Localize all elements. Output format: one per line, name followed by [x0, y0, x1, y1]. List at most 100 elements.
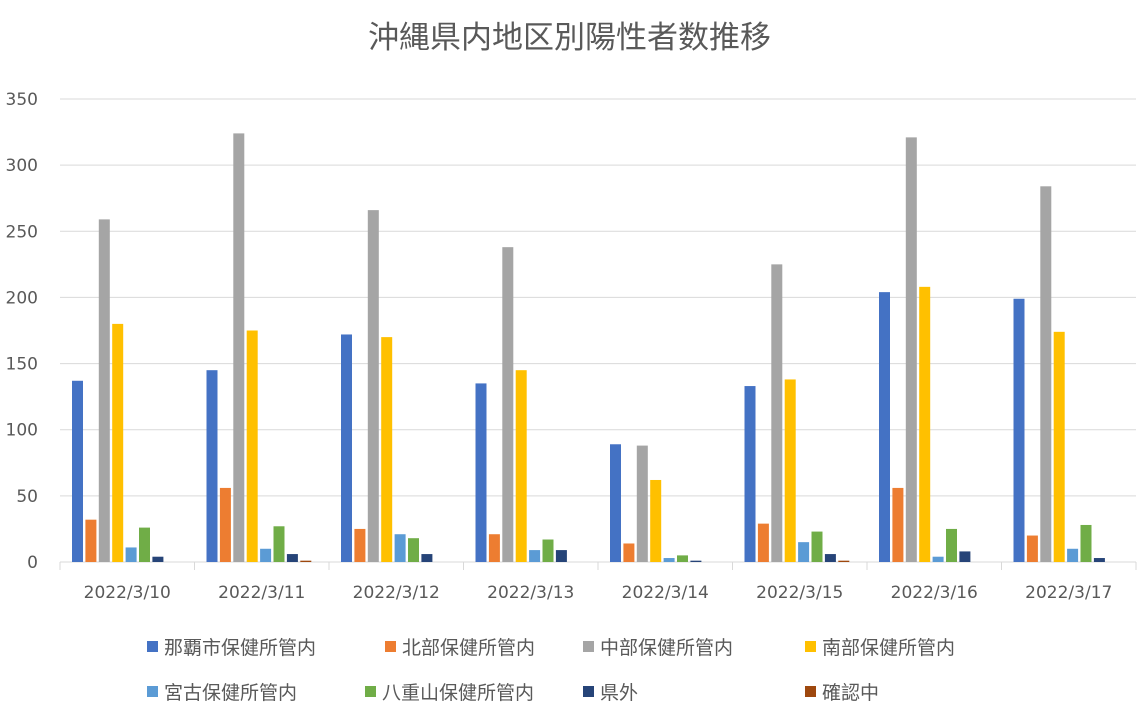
x-tick-label: 2022/3/11: [218, 583, 305, 603]
y-tick-label: 350: [6, 90, 38, 110]
bar: [502, 247, 514, 562]
legend-label: 北部保健所管内: [402, 637, 536, 659]
bar: [1067, 548, 1079, 562]
bar: [206, 370, 218, 562]
bar: [475, 383, 487, 562]
bar: [838, 560, 850, 562]
legend-label: 中部保健所管内: [600, 637, 734, 659]
legend-swatch: [365, 686, 376, 697]
bar: [286, 554, 298, 562]
bar: [394, 534, 406, 562]
bar: [650, 479, 662, 562]
legend-item: 中部保健所管内: [583, 633, 733, 660]
bar: [757, 523, 769, 562]
x-tick-label: 2022/3/12: [353, 583, 440, 603]
bar: [919, 286, 931, 562]
bar: [367, 210, 379, 562]
x-tick-label: 2022/3/14: [622, 583, 709, 603]
bar: [152, 556, 164, 562]
bar: [488, 534, 500, 562]
legend-label: 宮古保健所管内: [164, 682, 298, 704]
legend-swatch: [583, 641, 594, 652]
bar: [1080, 524, 1092, 562]
x-tick-label: 2022/3/13: [487, 583, 574, 603]
bar: [341, 334, 352, 562]
x-tick-label: 2022/3/15: [756, 583, 843, 603]
legend-label: 八重山保健所管内: [382, 682, 535, 704]
legend-swatch: [805, 686, 816, 697]
bar: [1093, 558, 1105, 562]
bar: [529, 550, 541, 562]
x-tick-label: 2022/3/10: [84, 583, 171, 603]
y-tick-label: 150: [6, 355, 38, 375]
bar: [139, 527, 150, 562]
legend-swatch: [583, 686, 594, 697]
bar: [636, 445, 648, 562]
bar: [555, 550, 567, 562]
bar: [879, 292, 890, 562]
bar: [771, 264, 783, 562]
bar: [72, 380, 83, 562]
x-tick-label: 2022/3/16: [891, 583, 978, 603]
x-tick-label: 2022/3/17: [1025, 583, 1112, 603]
bar: [273, 526, 285, 562]
legend-item: 北部保健所管内: [385, 633, 535, 660]
chart-title: 沖縄県内地区別陽性者数推移: [368, 20, 771, 56]
legend-item: 県外: [583, 678, 638, 705]
y-tick-label: 50: [16, 487, 38, 507]
y-tick-label: 100: [6, 421, 38, 441]
bar: [125, 547, 137, 562]
bar: [408, 538, 419, 562]
legend-swatch: [147, 641, 158, 652]
bar: [246, 330, 258, 562]
bar: [260, 548, 272, 562]
legend-item: 八重山保健所管内: [365, 678, 534, 705]
bar: [798, 542, 810, 562]
y-tick-label: 250: [6, 222, 38, 242]
legend-item: 確認中: [805, 678, 879, 705]
bar: [690, 560, 702, 562]
legend-item: 南部保健所管内: [805, 633, 955, 660]
bar: [1040, 186, 1052, 562]
y-tick-label: 300: [6, 156, 38, 176]
bar: [959, 551, 971, 562]
bar: [381, 337, 393, 562]
legend-swatch: [385, 641, 396, 652]
bar: [300, 560, 312, 562]
legend-item: 宮古保健所管内: [147, 678, 297, 705]
bar: [421, 554, 433, 562]
bar: [663, 558, 675, 562]
bar: [677, 555, 688, 562]
bar: [744, 386, 756, 562]
bar: [610, 444, 621, 562]
bar: [98, 219, 110, 562]
bar: [892, 487, 904, 562]
legend-label: 那覇市保健所管内: [164, 637, 317, 659]
bar: [824, 554, 836, 562]
legend-swatch: [805, 641, 816, 652]
bar: [515, 370, 527, 562]
bar: [932, 556, 944, 562]
bar: [946, 528, 957, 562]
bar: [1013, 298, 1025, 562]
bar: [905, 137, 917, 562]
legend-item: 那覇市保健所管内: [147, 633, 316, 660]
legend-label: 確認中: [822, 682, 880, 704]
y-tick-label: 200: [6, 288, 38, 308]
bar: [112, 323, 124, 562]
bar: [85, 519, 97, 562]
legend-label: 県外: [600, 682, 639, 704]
bar: [233, 133, 245, 562]
bar: [1026, 535, 1038, 562]
y-tick-label: 0: [27, 553, 38, 573]
bar: [811, 531, 823, 562]
bar: [354, 528, 366, 562]
bar: [784, 379, 796, 562]
legend-label: 南部保健所管内: [822, 637, 956, 659]
bar: [219, 487, 231, 562]
bar: [623, 543, 635, 562]
legend-swatch: [147, 686, 158, 697]
bar: [542, 539, 554, 562]
bar: [1053, 331, 1065, 562]
